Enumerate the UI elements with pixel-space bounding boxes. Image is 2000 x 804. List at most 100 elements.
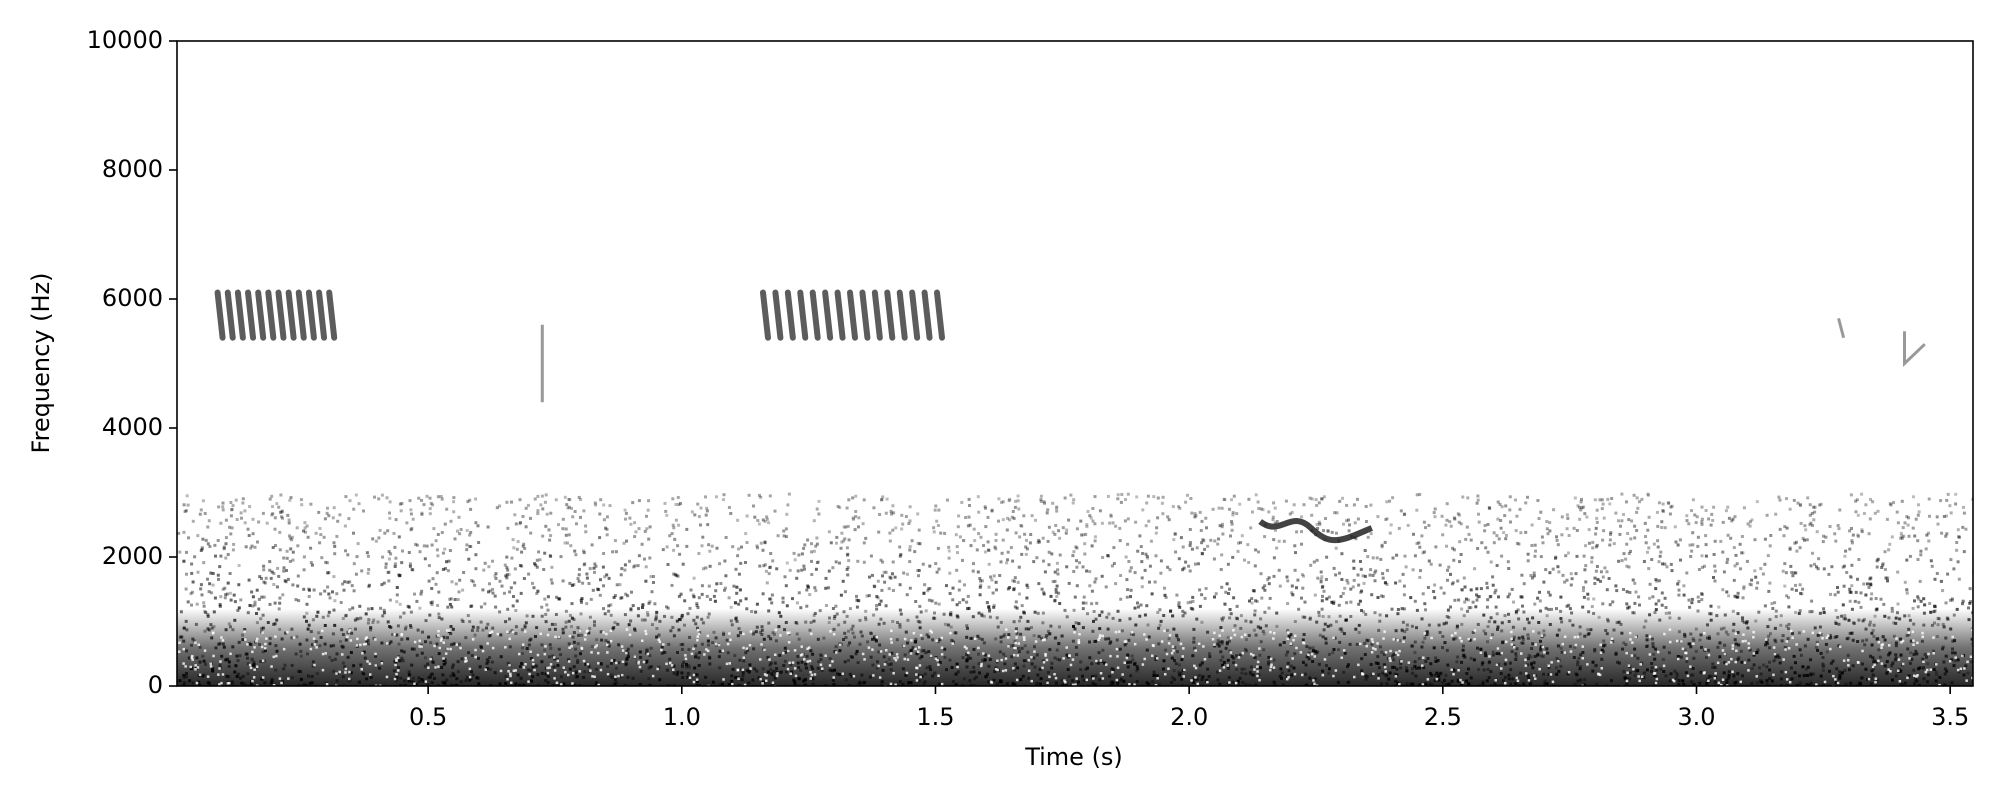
noise-speck	[1462, 614, 1466, 618]
noise-speck	[1576, 663, 1579, 667]
noise-speck	[344, 614, 348, 618]
noise-speck	[190, 571, 194, 575]
noise-speck	[1072, 624, 1075, 628]
noise-speck	[1742, 587, 1746, 591]
noise-speck	[1499, 684, 1503, 686]
noise-speck	[1903, 681, 1907, 685]
noise-speck	[407, 605, 411, 609]
noise-speck	[967, 515, 971, 519]
noise-speck	[1883, 638, 1887, 642]
noise-speck	[1476, 623, 1480, 626]
noise-speck	[349, 671, 353, 675]
noise-speck	[1217, 506, 1221, 510]
noise-speck	[248, 642, 252, 646]
noise-speck	[239, 676, 242, 680]
noise-speck	[1691, 531, 1695, 535]
noise-speck	[825, 604, 828, 607]
noise-speck	[1385, 673, 1389, 677]
noise-speck	[890, 512, 894, 516]
noise-speck	[246, 656, 249, 660]
noise-speck	[1058, 602, 1062, 605]
noise-speck	[1863, 643, 1867, 647]
noise-speck	[1339, 595, 1343, 598]
noise-speck	[645, 649, 648, 652]
noise-speck	[441, 673, 445, 677]
noise-speck	[1238, 676, 1242, 680]
noise-speck	[257, 597, 261, 601]
noise-speck	[291, 550, 295, 554]
noise-speck	[516, 540, 520, 544]
noise-speck	[1118, 647, 1122, 651]
noise-speck	[1157, 626, 1161, 630]
noise-speck	[765, 515, 769, 519]
noise-speck	[1496, 500, 1500, 504]
noise-speck	[999, 679, 1003, 682]
noise-speck	[1700, 565, 1704, 569]
noise-speck	[271, 546, 275, 549]
noise-speck	[1809, 658, 1812, 662]
noise-speck	[1127, 638, 1131, 642]
noise-speck	[1222, 616, 1225, 620]
noise-speck	[329, 644, 333, 648]
noise-speck	[1388, 499, 1392, 503]
noise-speck	[1181, 614, 1185, 618]
noise-speck	[979, 579, 983, 583]
noise-speck	[854, 515, 858, 519]
noise-speck	[1612, 542, 1616, 546]
noise-speck	[498, 504, 502, 508]
noise-speck	[221, 501, 225, 505]
noise-speck	[1286, 661, 1290, 665]
noise-speck	[744, 597, 748, 601]
noise-speck	[310, 681, 314, 685]
noise-speck	[332, 608, 336, 612]
noise-speck	[1483, 529, 1487, 533]
noise-speck	[477, 656, 480, 660]
noise-speck	[1861, 619, 1865, 623]
noise-speck	[314, 640, 318, 643]
noise-speck	[646, 649, 649, 653]
noise-speck	[1794, 571, 1798, 575]
noise-speck	[1625, 564, 1629, 568]
noise-speck	[1677, 630, 1681, 634]
noise-speck	[1763, 604, 1767, 608]
noise-speck	[1872, 623, 1876, 627]
noise-speck	[1157, 683, 1161, 686]
noise-speck	[1335, 511, 1339, 515]
noise-speck	[1426, 630, 1429, 634]
noise-speck	[282, 556, 286, 560]
noise-speck	[604, 526, 608, 530]
noise-speck	[1379, 645, 1382, 649]
noise-speck	[290, 538, 294, 542]
noise-speck	[1626, 606, 1630, 610]
noise-speck	[1405, 627, 1409, 631]
noise-speck	[712, 594, 716, 598]
noise-speck	[1888, 542, 1892, 546]
noise-speck	[1732, 546, 1736, 550]
noise-speck	[1128, 617, 1132, 621]
noise-speck	[1427, 623, 1431, 627]
noise-speck	[1530, 544, 1534, 547]
noise-speck	[752, 647, 756, 651]
noise-speck	[1290, 584, 1294, 588]
noise-speck	[235, 675, 239, 678]
noise-speck	[968, 679, 972, 683]
noise-speck	[723, 559, 727, 563]
noise-speck	[332, 644, 336, 648]
noise-speck	[1796, 501, 1800, 505]
noise-speck	[420, 498, 423, 502]
noise-speck	[1660, 526, 1664, 529]
noise-speck	[365, 677, 369, 681]
noise-speck	[1518, 507, 1522, 511]
noise-speck	[1249, 665, 1253, 669]
noise-speck	[1424, 608, 1427, 612]
noise-speck	[1415, 542, 1419, 545]
noise-speck	[308, 681, 312, 685]
noise-speck	[604, 639, 608, 643]
noise-speck	[400, 502, 404, 505]
noise-speck	[637, 554, 641, 558]
noise-speck	[1385, 682, 1389, 686]
noise-speck	[1021, 674, 1025, 678]
noise-speck	[920, 649, 924, 653]
noise-speck	[290, 663, 294, 667]
noise-speck	[607, 576, 611, 580]
